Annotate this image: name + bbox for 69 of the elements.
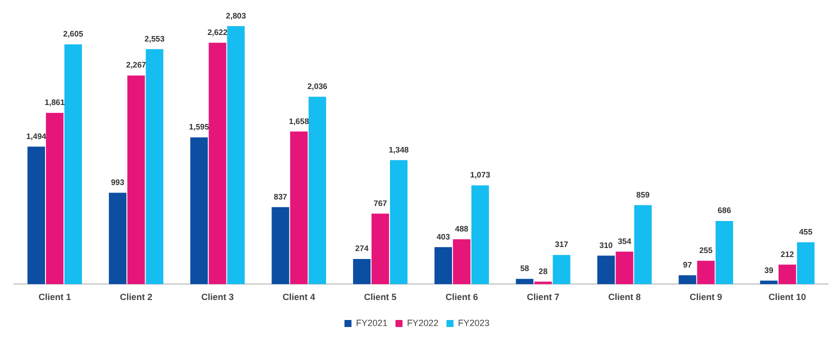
bar [272,207,290,284]
bar [190,137,208,284]
bar [616,252,634,284]
data-label: 2,553 [144,34,166,44]
data-label: 1,073 [470,170,491,180]
data-label: 1,348 [388,145,410,154]
bar [760,280,778,284]
bar [64,44,82,284]
x-tick-label: Client 2 [120,292,152,302]
data-label: 837 [274,192,288,202]
bar [697,260,715,284]
bar [390,160,408,284]
bar [46,112,64,284]
bar [227,26,245,284]
x-tick-label: Client 8 [608,292,641,302]
x-tick-label: Client 9 [690,292,722,302]
data-label: 255 [699,246,714,255]
bar [534,282,552,284]
bar [146,49,164,284]
data-label: 28 [538,266,548,276]
x-tick-label: Client 1 [38,292,71,302]
bar [127,75,145,284]
bar [634,205,652,284]
data-label: 274 [355,244,370,254]
data-label: 455 [799,228,813,237]
data-label: 212 [780,250,795,259]
x-tick-label: Client 4 [282,292,316,302]
data-label: 686 [718,206,732,216]
data-label: 2,605 [63,30,84,39]
legend-label: FY2022 [406,318,439,328]
x-tick-label: Client 5 [364,292,397,302]
data-label: 354 [618,236,632,246]
bar [716,221,734,284]
data-label: 488 [455,224,469,234]
x-tick-label: Client 6 [445,292,478,302]
bar [796,242,815,284]
bar [778,264,796,284]
bar [516,278,534,284]
x-tick-label: Client 10 [768,292,806,302]
bar [372,214,390,284]
data-label: 58 [520,264,530,274]
data-label: 2,803 [226,11,247,20]
legend-label: FY2021 [356,318,388,328]
bar [290,132,308,284]
bar [353,258,371,284]
data-label: 993 [110,178,125,187]
x-tick-label: Client 7 [526,292,560,302]
data-label: 317 [554,240,569,250]
data-label: 1,861 [44,98,66,108]
data-label: 2,267 [126,60,147,70]
data-label: 767 [374,198,388,208]
bar [308,96,326,284]
data-label: 39 [764,266,774,275]
data-label: 403 [436,232,450,242]
data-label: 859 [636,190,650,200]
data-label: 2,036 [307,82,328,91]
bar [27,146,46,284]
bar [597,256,615,284]
bar [208,42,226,284]
data-label: 310 [599,240,614,250]
bar [471,185,489,284]
bar [108,192,126,284]
bar [678,275,696,284]
bar [552,255,570,284]
bar [452,239,470,284]
x-tick-label: Client 3 [201,292,234,302]
bar [434,247,452,284]
legend-label: FY2023 [458,318,490,328]
data-label: 97 [682,260,692,270]
